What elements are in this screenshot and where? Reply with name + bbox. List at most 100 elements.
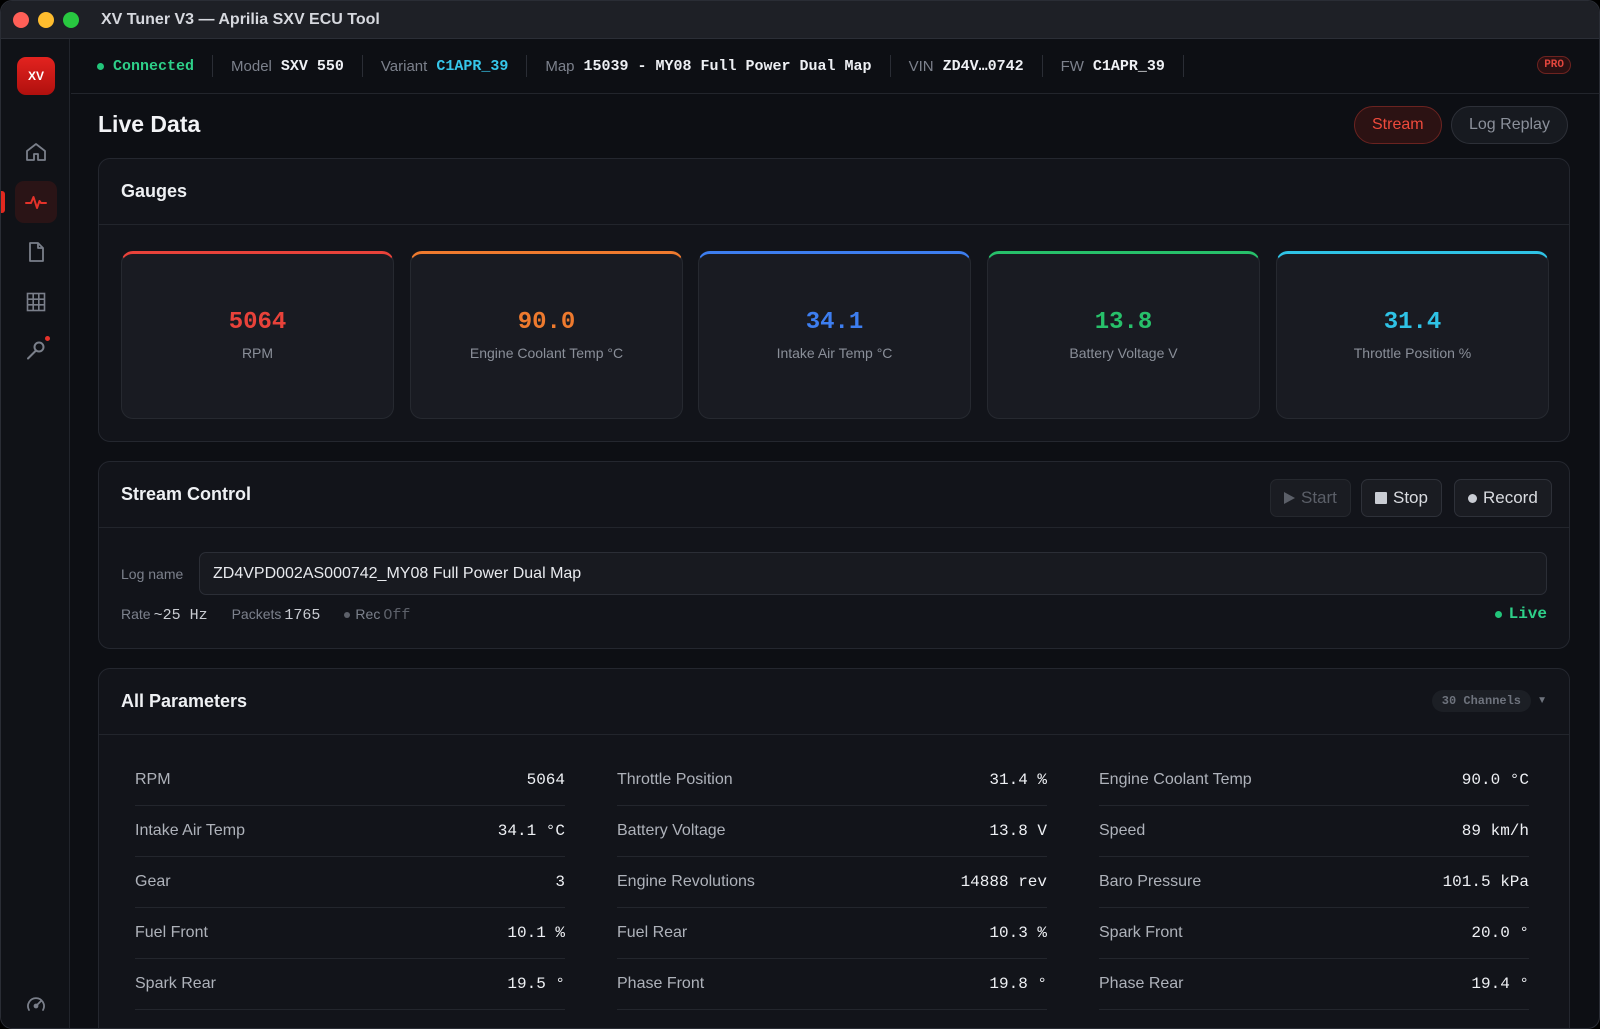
gauge-label: RPM <box>241 345 274 361</box>
param-name: Fuel Rear <box>617 924 688 941</box>
gauge-battery-voltage: 13.8 Battery Voltage V <box>987 251 1260 419</box>
record-label: Record <box>1483 488 1538 507</box>
gauge-value: 5064 <box>228 309 287 336</box>
variant-info: Variant C1APR_39 <box>363 55 528 77</box>
firmware-value: C1APR_39 <box>1092 57 1165 75</box>
gauge-label: Intake Air Temp °C <box>776 345 893 361</box>
rate-stat: Rate ~25 Hz <box>121 606 208 624</box>
gauge-label: Engine Coolant Temp °C <box>469 345 624 361</box>
param-row: Baro Pressure 101.5 kPa <box>1099 857 1529 908</box>
param-value: 5064 <box>526 771 565 789</box>
param-value: 19.4 ° <box>1471 975 1529 993</box>
live-label: Live <box>1508 605 1547 623</box>
live-dot <box>1494 610 1502 618</box>
gauge-label: Throttle Position % <box>1353 345 1472 361</box>
gauge-throttle-position: 31.4 Throttle Position % <box>1276 251 1549 419</box>
param-value: 14888 rev <box>960 873 1047 891</box>
stream-control-panel: Stream Control Start Stop Record Log nam… <box>98 461 1570 649</box>
status-dot <box>97 62 104 70</box>
window-controls <box>13 11 79 28</box>
gauge-value: 13.8 <box>1094 309 1153 336</box>
param-row: Spark Rear 19.5 ° <box>135 959 565 1010</box>
stop-button[interactable]: Stop <box>1361 479 1442 517</box>
rec-label: Rec <box>355 606 381 622</box>
home-icon <box>26 143 46 161</box>
pro-badge: PRO <box>1537 56 1571 74</box>
log-name-input[interactable] <box>199 552 1547 595</box>
variant-label: Variant <box>380 57 428 75</box>
param-row: Battery Voltage 13.8 V <box>617 806 1047 857</box>
param-row: Intake Air Temp 34.1 °C <box>135 806 565 857</box>
channels-dropdown[interactable]: 30 Channels <box>1431 690 1531 712</box>
param-value: 19.5 ° <box>507 975 565 993</box>
close-window-button[interactable] <box>13 11 29 28</box>
tab-log-replay[interactable]: Log Replay <box>1451 106 1568 144</box>
active-nav-indicator <box>1 191 5 213</box>
zoom-window-button[interactable] <box>63 11 79 28</box>
param-value: 101.5 kPa <box>1442 873 1529 891</box>
nav-live-data[interactable] <box>15 181 57 223</box>
record-button[interactable]: Record <box>1454 479 1552 517</box>
packets-value: 1765 <box>284 607 321 624</box>
param-value: 10.3 % <box>989 924 1047 942</box>
stream-control-title: Stream Control <box>99 462 1569 528</box>
param-row: Gear 3 <box>135 857 565 908</box>
minimize-window-button[interactable] <box>38 11 54 28</box>
gauge-intake-air-temp: 34.1 Intake Air Temp °C <box>698 251 971 419</box>
play-icon <box>1284 492 1295 504</box>
vin-value: ZD4V…0742 <box>942 57 1024 75</box>
nav-tables[interactable] <box>15 281 57 323</box>
param-name: Spark Rear <box>135 975 216 992</box>
param-value: 34.1 °C <box>497 822 565 840</box>
all-parameters-title: All Parameters <box>99 669 1569 735</box>
param-value: 10.1 % <box>507 924 565 942</box>
nav-settings[interactable] <box>15 983 57 1025</box>
gauge-coolant-temp: 90.0 Engine Coolant Temp °C <box>410 251 683 419</box>
param-name: Engine Coolant Temp <box>1099 771 1252 788</box>
packets-stat: Packets 1765 <box>232 606 321 624</box>
param-row: Phase Front 19.8 ° <box>617 959 1047 1010</box>
param-row: Engine Coolant Temp 90.0 °C <box>1099 755 1529 806</box>
param-name: Engine Revolutions <box>617 873 755 890</box>
gauge-rpm: 5064 RPM <box>121 251 394 419</box>
gauges-title: Gauges <box>99 159 1569 225</box>
pulse-icon <box>25 196 47 209</box>
map-info: Map 15039 - MY08 Full Power Dual Map <box>527 55 891 77</box>
file-icon <box>29 242 44 262</box>
nav-tools[interactable] <box>15 329 57 371</box>
vin-label: VIN <box>908 57 934 75</box>
stop-icon <box>1375 492 1387 504</box>
tab-stream[interactable]: Stream <box>1354 106 1442 144</box>
gauges-panel: Gauges 5064 RPM 90.0 Engine Coolant Temp… <box>98 158 1570 442</box>
rec-stat: Rec Off <box>344 606 410 624</box>
chevron-down-icon[interactable]: ▼ <box>1537 695 1547 706</box>
stop-label: Stop <box>1393 488 1428 507</box>
model-label: Model <box>231 57 272 75</box>
window-title: XV Tuner V3 — Aprilia SXV ECU Tool <box>101 10 380 28</box>
model-info: Model SXV 550 <box>213 55 363 77</box>
nav-home[interactable] <box>15 131 57 173</box>
param-name: Gear <box>135 873 171 890</box>
param-name: Intake Air Temp <box>135 822 245 839</box>
variant-value: C1APR_39 <box>436 57 509 75</box>
packets-label: Packets <box>231 606 282 622</box>
param-name: Fuel Front <box>135 924 208 941</box>
param-value: 20.0 ° <box>1471 924 1529 942</box>
nav-maps[interactable] <box>15 231 57 273</box>
live-indicator: Live <box>1494 605 1547 623</box>
connection-status: Connected <box>97 55 214 77</box>
grid-icon <box>26 292 46 312</box>
param-row: RPM 5064 <box>135 755 565 806</box>
all-parameters-panel: All Parameters 30 Channels ▼ RPM 5064 Thr… <box>98 668 1570 1028</box>
param-value: 90.0 °C <box>1461 771 1529 789</box>
record-icon <box>1468 493 1477 503</box>
map-value: 15039 - MY08 Full Power Dual Map <box>583 57 872 75</box>
start-button[interactable]: Start <box>1270 479 1351 517</box>
map-label: Map <box>545 57 575 75</box>
param-value: 13.8 V <box>989 822 1047 840</box>
rate-value: ~25 Hz <box>153 607 208 624</box>
param-value: 31.4 % <box>989 771 1047 789</box>
rec-value: Off <box>383 607 411 624</box>
param-name: RPM <box>135 771 171 788</box>
gauge-label: Battery Voltage V <box>1069 345 1178 361</box>
